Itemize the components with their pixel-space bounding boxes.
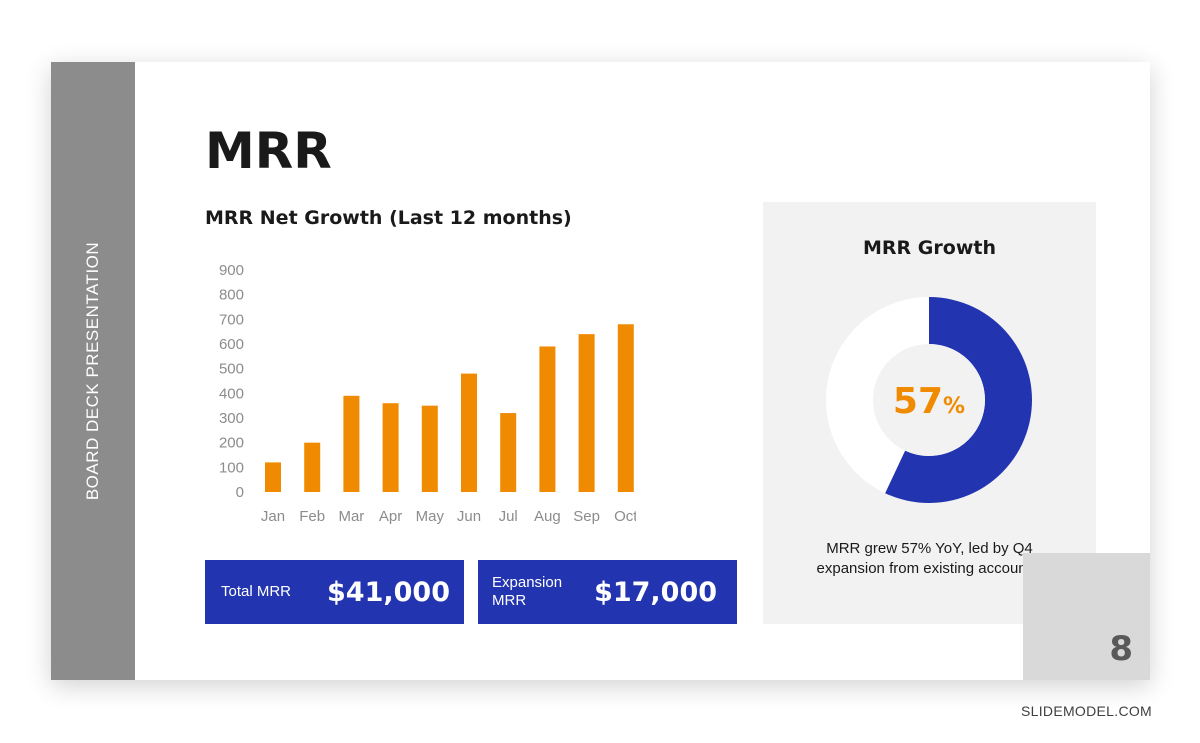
bar-apr	[382, 403, 399, 492]
y-tick-label: 700	[219, 311, 244, 328]
bar-jun	[461, 373, 477, 492]
donut-title: MRR Growth	[863, 237, 996, 259]
kpi-total-mrr-label: Total MRR	[221, 583, 292, 600]
y-tick-label: 800	[219, 287, 244, 304]
bar-chart: 0 100 200 300 400 500 600 700 800 900 Jan Feb Mar Apr…	[219, 262, 636, 525]
side-label: BOARD DECK PRESENTATION	[83, 241, 102, 501]
bar-aug	[539, 346, 556, 492]
kpi-expansion-mrr-label: Expansion MRR	[492, 574, 562, 610]
y-tick-label: 0	[236, 484, 244, 501]
watermark: SLIDEMODEL.COM	[1021, 703, 1152, 719]
bar-chart-title: MRR Net Growth (Last 12 months)	[205, 207, 572, 229]
x-tick-label: Jun	[457, 508, 481, 525]
donut-center-value: 57%	[893, 381, 965, 422]
donut-caption: MRR grew 57% YoY, led by Q4 expansion fr…	[783, 539, 1076, 579]
y-tick-label: 400	[219, 385, 244, 402]
bar-oct	[617, 324, 634, 492]
x-tick-label: Mar	[338, 508, 364, 525]
x-tick-label: Oct	[614, 508, 636, 525]
bar-may	[421, 405, 438, 492]
page-number-box: 8	[1023, 553, 1150, 680]
donut-growth-slice	[885, 297, 1032, 503]
kpi-expansion-label-line2: MRR	[492, 592, 527, 609]
y-tick-label: 200	[219, 435, 244, 452]
bar-mar	[343, 395, 360, 492]
slide: BOARD DECK PRESENTATION MRR MRR Net Grow…	[51, 62, 1150, 680]
y-tick-label: 900	[219, 262, 244, 279]
y-tick-label: 600	[219, 336, 244, 353]
donut-center-number: 57	[893, 381, 943, 422]
x-tick-label: Apr	[379, 508, 402, 525]
x-tick-label: Jan	[261, 508, 285, 525]
kpi-total-mrr: Total MRR $41,000	[205, 560, 464, 624]
kpi-expansion-mrr: Expansion MRR $17,000	[478, 560, 737, 624]
y-tick-label: 500	[219, 361, 244, 378]
donut-chart: 57%	[826, 297, 1032, 503]
bar-jul	[500, 413, 517, 492]
donut-center-unit: %	[943, 394, 965, 419]
kpi-expansion-label-line1: Expansion	[492, 574, 563, 591]
bar-sep	[578, 334, 595, 492]
donut-hole	[873, 344, 985, 456]
donut-caption-line2: expansion from existing accounts.	[816, 560, 1043, 577]
x-tick-label: Aug	[534, 508, 561, 525]
page-number: 8	[1109, 629, 1133, 669]
side-band: BOARD DECK PRESENTATION	[51, 62, 135, 680]
y-tick-label: 300	[219, 410, 244, 427]
x-tick-label: Sep	[573, 508, 600, 525]
x-tick-label: Feb	[299, 508, 325, 525]
y-tick-label: 100	[219, 459, 244, 476]
x-tick-label: May	[416, 508, 445, 525]
bar-jan	[265, 462, 281, 492]
kpi-total-mrr-value: $41,000	[327, 576, 450, 608]
slide-title: MRR	[205, 122, 332, 180]
x-tick-label: Jul	[499, 508, 518, 525]
bar-feb	[304, 442, 321, 492]
donut-caption-line1: MRR grew 57% YoY, led by Q4	[826, 540, 1033, 557]
donut-panel: MRR Growth 57% MRR grew 57% YoY, led by …	[763, 202, 1096, 624]
kpi-expansion-mrr-value: $17,000	[594, 576, 718, 608]
